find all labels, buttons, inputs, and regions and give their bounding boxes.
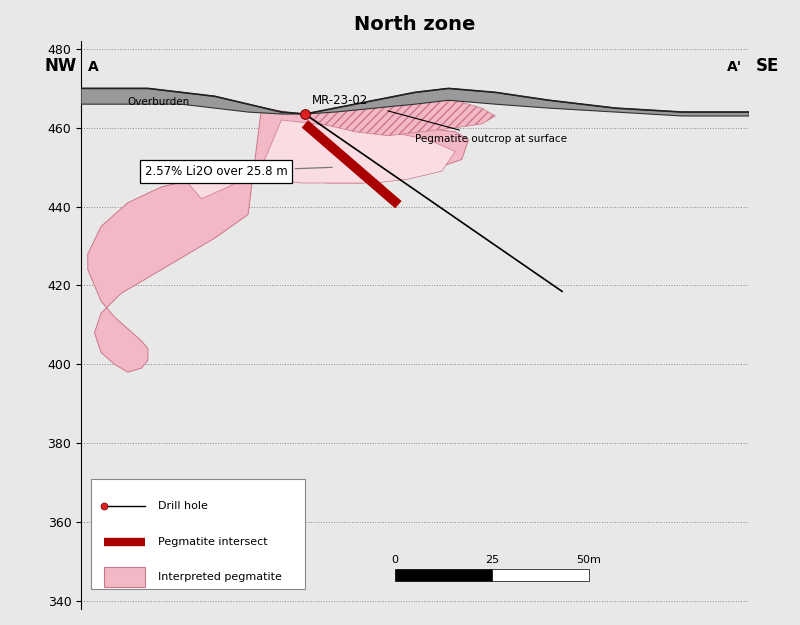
Text: Drill hole: Drill hole <box>158 501 208 511</box>
Polygon shape <box>88 108 469 372</box>
Polygon shape <box>81 88 305 114</box>
Text: 50m: 50m <box>576 556 602 566</box>
Text: A': A' <box>727 60 742 74</box>
Text: Pegmatite intersect: Pegmatite intersect <box>158 537 267 547</box>
Text: 0: 0 <box>391 556 398 566</box>
Polygon shape <box>188 120 455 199</box>
Text: MR-23-02: MR-23-02 <box>311 94 368 107</box>
Text: A: A <box>88 60 98 74</box>
Text: 25: 25 <box>485 556 499 566</box>
Text: NW: NW <box>44 57 77 75</box>
Text: 2.57% Li2O over 25.8 m: 2.57% Li2O over 25.8 m <box>145 165 332 178</box>
Title: North zone: North zone <box>354 15 476 34</box>
Text: SE: SE <box>756 57 779 75</box>
Bar <box>91 479 305 589</box>
Polygon shape <box>305 88 749 116</box>
Text: Pegmatite outcrop at surface: Pegmatite outcrop at surface <box>388 111 567 144</box>
Text: Overburden: Overburden <box>128 98 190 107</box>
Text: Interpreted pegmatite: Interpreted pegmatite <box>158 572 282 582</box>
Bar <box>492 569 589 581</box>
Bar <box>105 568 145 587</box>
Polygon shape <box>305 100 495 136</box>
Bar <box>395 569 492 581</box>
